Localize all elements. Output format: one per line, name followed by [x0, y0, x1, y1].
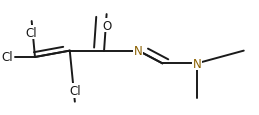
Text: Cl: Cl	[2, 51, 13, 64]
Text: Cl: Cl	[26, 26, 38, 39]
Text: N: N	[192, 57, 201, 70]
Text: N: N	[134, 45, 143, 58]
Text: Cl: Cl	[69, 84, 81, 97]
Text: O: O	[102, 20, 111, 32]
